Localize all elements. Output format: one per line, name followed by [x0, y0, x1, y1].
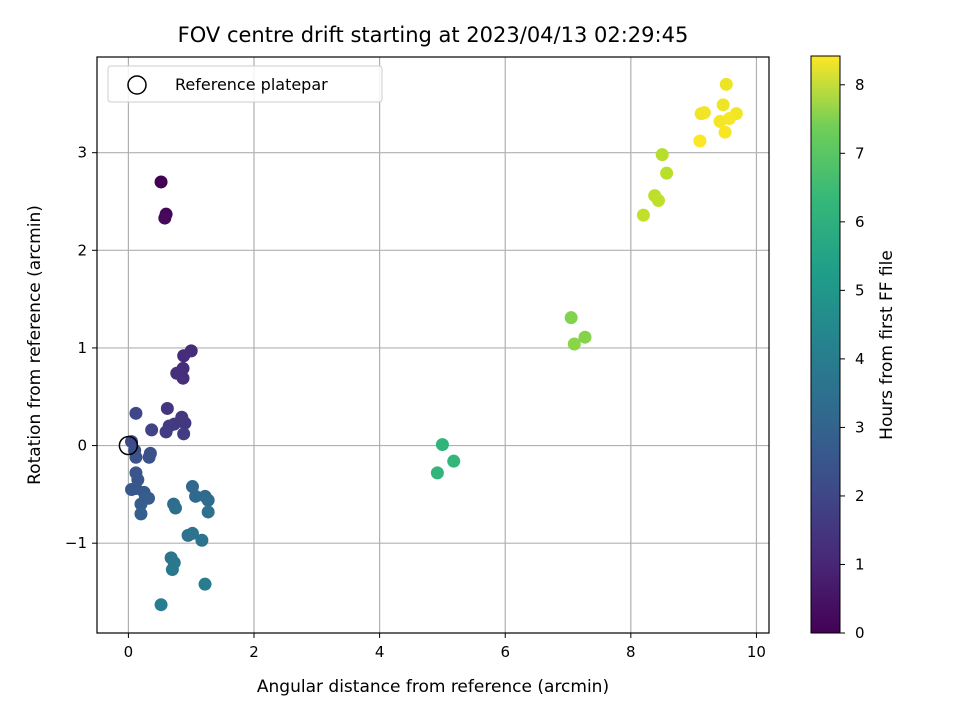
colorbar-tick-label: 6	[855, 213, 865, 231]
plot-frame	[96, 56, 770, 634]
x-axis-label: Angular distance from reference (arcmin)	[257, 677, 609, 697]
data-point	[655, 148, 669, 162]
colorbar-tick-label: 7	[855, 144, 865, 162]
data-point	[145, 423, 159, 437]
data-point	[165, 563, 179, 577]
y-tick-label: 1	[77, 339, 87, 357]
data-point	[716, 98, 730, 112]
data-point	[160, 401, 174, 415]
x-tick-label: 10	[747, 643, 766, 661]
y-tick-label: 2	[77, 241, 87, 259]
x-tick-label: 6	[500, 643, 510, 661]
data-point	[198, 577, 212, 591]
data-point	[651, 194, 665, 208]
data-point	[435, 438, 449, 452]
legend: Reference platepar	[107, 65, 383, 103]
data-point	[159, 425, 173, 439]
data-point	[201, 493, 215, 507]
colorbar-ticks: 0 1 2 3 4 5 6 7 8	[840, 76, 865, 642]
data-point	[129, 406, 143, 420]
x-tick-label: 0	[124, 643, 134, 661]
data-point	[177, 427, 191, 441]
data-point	[169, 501, 183, 515]
data-point	[134, 507, 148, 521]
colorbar-tick-label: 2	[855, 487, 865, 505]
data-point	[177, 349, 191, 363]
colorbar-tick-label: 4	[855, 350, 865, 368]
x-tick-label: 4	[375, 643, 385, 661]
colorbar: 0 1 2 3 4 5 6 7 8 Hours from first FF file	[810, 55, 897, 642]
data-point	[154, 598, 168, 612]
colorbar-tick-label: 3	[855, 418, 865, 436]
chart-title: FOV centre drift starting at 2023/04/13 …	[178, 23, 689, 47]
colorbar-tick-label: 8	[855, 76, 865, 94]
y-tick-label: −1	[65, 534, 87, 552]
data-point	[142, 450, 156, 464]
y-tick-label: 3	[77, 144, 87, 162]
colorbar-tick-label: 1	[855, 555, 865, 573]
colorbar-tick-label: 5	[855, 281, 865, 299]
data-point	[185, 526, 199, 540]
y-axis-ticks: −1 0 1 2 3	[65, 144, 97, 552]
data-point	[185, 480, 199, 494]
data-point	[578, 330, 592, 344]
data-point	[154, 175, 168, 189]
data-point	[567, 337, 581, 351]
data-point	[660, 166, 674, 180]
data-point	[718, 125, 732, 139]
legend-entry-reference-platepar: Reference platepar	[175, 75, 328, 94]
colorbar-label: Hours from first FF file	[877, 250, 897, 440]
data-point	[693, 134, 707, 148]
y-tick-label: 0	[77, 437, 87, 455]
data-point	[134, 497, 148, 511]
data-point	[129, 450, 143, 464]
data-point	[697, 106, 711, 120]
data-point	[430, 466, 444, 480]
x-tick-label: 2	[249, 643, 259, 661]
data-point	[201, 505, 215, 519]
data-point	[189, 489, 203, 503]
data-point	[447, 454, 461, 468]
y-axis-label: Rotation from reference (arcmin)	[25, 205, 45, 485]
data-point	[176, 371, 190, 385]
data-points	[125, 77, 743, 612]
legend-reference-marker	[127, 75, 147, 95]
colorbar-tick-label: 0	[855, 624, 865, 642]
legend-box	[107, 65, 383, 103]
data-point	[636, 208, 650, 222]
grid	[97, 57, 769, 633]
colorbar-gradient	[810, 55, 841, 634]
data-point	[195, 533, 209, 547]
plot-area: 0 2 4 6 8 10 −1 0 1 2 3	[65, 56, 770, 661]
x-axis-ticks: 0 2 4 6 8 10	[124, 633, 766, 661]
data-point	[158, 211, 172, 225]
data-point	[178, 416, 192, 430]
x-tick-label: 8	[626, 643, 636, 661]
reference-platepar-marker	[118, 435, 139, 456]
data-point	[719, 77, 733, 91]
data-point	[722, 112, 736, 126]
data-point	[564, 311, 578, 325]
